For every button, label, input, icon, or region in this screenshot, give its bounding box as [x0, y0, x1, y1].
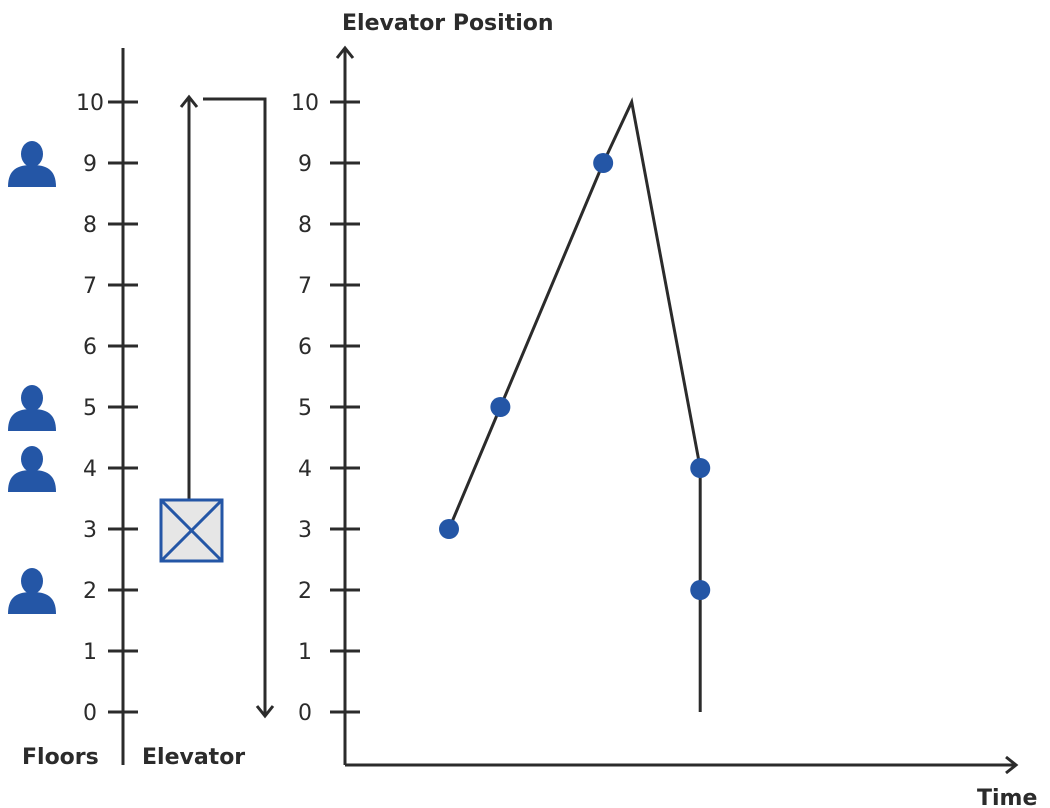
- y-ticks: 0 1 2 3 4 5 6 7 8 9 10: [291, 91, 360, 726]
- position-line: [447, 97, 702, 712]
- y-tick-label: 1: [298, 640, 312, 665]
- stop-point: [690, 580, 711, 600]
- y-tick-label: 6: [298, 335, 312, 360]
- floor-tick-label: 4: [83, 457, 97, 482]
- floor-tick-label: 2: [83, 579, 97, 604]
- floor-ticks: 0 1 2 3 4 5 6 7 8 9 10: [76, 91, 138, 726]
- position-chart: 0 1 2 3 4 5 6 7 8 9 10: [291, 45, 1019, 775]
- floors-label: Floors: [22, 745, 99, 770]
- down-arrow-icon: [255, 705, 275, 719]
- elevator-down-line: [203, 97, 267, 714]
- stop-point: [593, 153, 614, 173]
- stop-point: [439, 519, 459, 539]
- person-icon: [8, 385, 56, 431]
- y-axis-arrow-icon: [335, 45, 355, 59]
- floor-tick-label: 5: [83, 396, 97, 421]
- floor-tick-label: 3: [83, 518, 97, 543]
- floor-tick-label: 0: [83, 701, 97, 726]
- person-icon: [8, 141, 56, 187]
- floor-tick-label: 6: [83, 335, 97, 360]
- floor-tick-label: 7: [83, 274, 97, 299]
- stop-point: [490, 397, 511, 417]
- floor-tick-label: 9: [83, 152, 97, 177]
- y-tick-label: 3: [298, 518, 312, 543]
- x-axis-title: Time: [977, 786, 1037, 808]
- y-tick-label: 4: [298, 457, 312, 482]
- elevator-label: Elevator: [142, 745, 245, 770]
- floors-axis: 0 1 2 3 4 5 6 7 8 9 10: [76, 48, 138, 765]
- elevator-car-icon: [159, 498, 224, 563]
- elevator-shaft: [159, 94, 275, 719]
- x-axis-arrow-icon: [1005, 755, 1019, 775]
- floor-tick-label: 10: [76, 91, 104, 116]
- y-tick-label: 5: [298, 396, 312, 421]
- y-tick-label: 9: [298, 152, 312, 177]
- people-group: [8, 141, 56, 614]
- stop-points: [439, 153, 711, 600]
- floor-tick-label: 1: [83, 640, 97, 665]
- person-icon: [8, 446, 56, 492]
- y-tick-label: 0: [298, 701, 312, 726]
- floor-tick-label: 8: [83, 213, 97, 238]
- up-arrow-icon: [179, 94, 199, 108]
- person-icon: [8, 568, 56, 614]
- y-tick-label: 2: [298, 579, 312, 604]
- y-tick-label: 8: [298, 213, 312, 238]
- stop-point: [690, 458, 711, 478]
- y-tick-label: 10: [291, 91, 319, 116]
- y-tick-label: 7: [298, 274, 312, 299]
- chart-title: Elevator Position: [342, 11, 554, 36]
